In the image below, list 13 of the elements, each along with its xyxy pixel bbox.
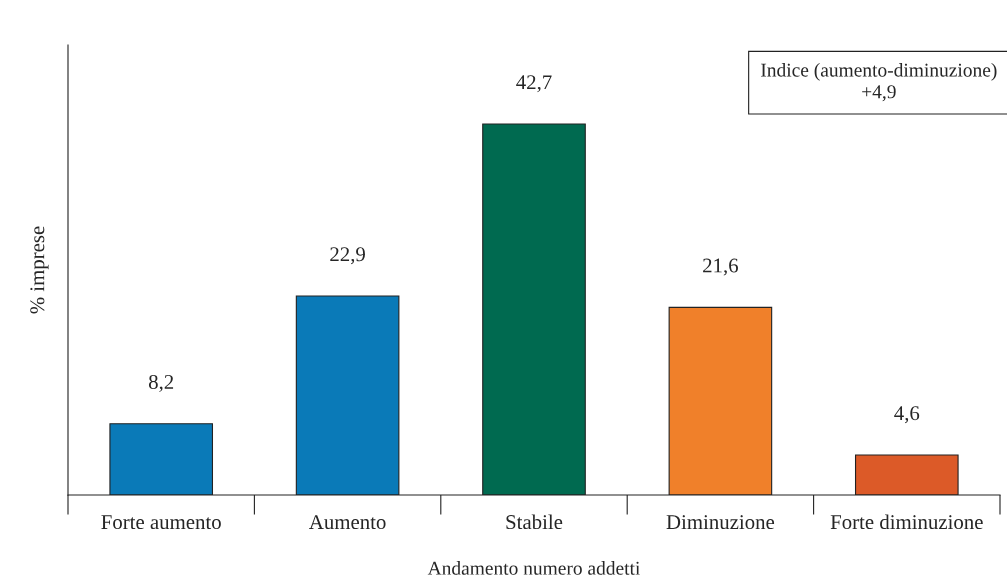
data-label: 42,7 <box>516 75 552 93</box>
y-axis-title: % imprese <box>30 226 49 314</box>
x-tick-label: Forte aumento <box>101 515 221 530</box>
x-tick-label: Diminuzione <box>666 515 775 530</box>
x-tick-label: Stabile <box>506 514 563 530</box>
data-label: 22,9 <box>330 247 365 265</box>
x-axis-title: Andamento numero addetti <box>427 561 640 575</box>
data-label: 21,6 <box>703 258 739 276</box>
x-tick-label: Forte diminuzione <box>830 514 983 530</box>
x-tick-label: Aumento <box>309 515 386 530</box>
data-label: 8,2 <box>148 374 174 392</box>
data-label: 4,6 <box>894 406 920 424</box>
text: Indice (aumento-diminuzione) +4,9 <box>761 63 997 102</box>
